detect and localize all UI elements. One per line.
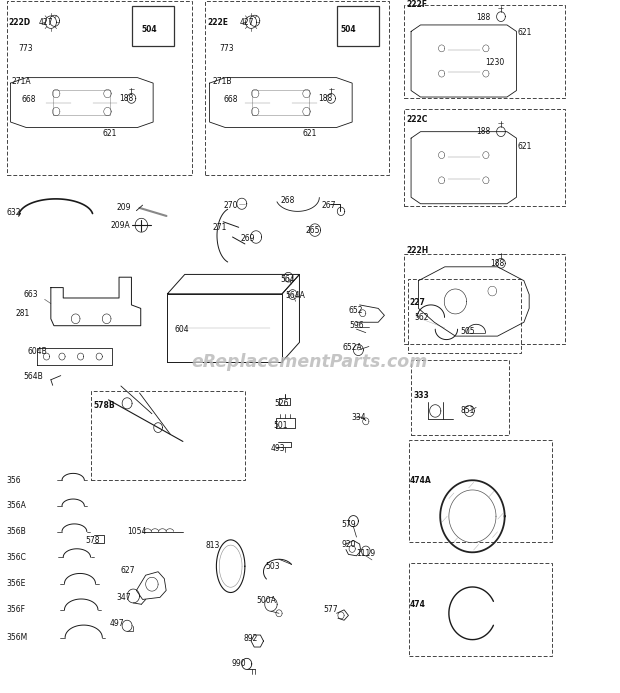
Text: 773: 773: [19, 44, 33, 53]
Text: 188: 188: [490, 259, 504, 267]
Text: 621: 621: [303, 129, 317, 137]
Text: 356F: 356F: [6, 606, 25, 614]
Text: 271: 271: [212, 223, 226, 231]
Text: 497: 497: [110, 620, 125, 628]
Text: 579: 579: [341, 520, 356, 529]
Text: 209A: 209A: [110, 221, 130, 229]
Text: 892: 892: [244, 635, 258, 643]
Text: 503: 503: [265, 562, 280, 570]
Text: 356M: 356M: [6, 633, 27, 642]
Text: 621: 621: [518, 28, 532, 37]
Text: 334: 334: [352, 413, 366, 421]
Text: 222H: 222H: [406, 247, 428, 255]
Text: 356C: 356C: [6, 553, 26, 561]
Text: 222E: 222E: [208, 18, 229, 26]
Text: 222F: 222F: [406, 1, 427, 9]
Text: 621: 621: [102, 129, 117, 137]
Text: 493: 493: [271, 444, 286, 453]
Text: 504: 504: [141, 25, 157, 33]
Text: 356: 356: [6, 476, 21, 484]
Text: 356B: 356B: [6, 527, 26, 536]
Text: 281: 281: [16, 310, 30, 318]
Text: 356A: 356A: [6, 502, 26, 510]
Text: 1054: 1054: [127, 527, 146, 536]
Text: 604B: 604B: [28, 347, 48, 356]
Text: 227: 227: [409, 299, 425, 307]
Text: 562: 562: [414, 313, 428, 322]
Text: 1230: 1230: [485, 58, 505, 67]
Text: 356E: 356E: [6, 579, 25, 588]
Text: 668: 668: [223, 96, 237, 104]
Text: 505: 505: [460, 327, 475, 335]
Text: 920: 920: [341, 540, 355, 548]
Text: 851: 851: [460, 407, 474, 415]
Text: 209: 209: [117, 204, 131, 212]
Text: 813: 813: [206, 541, 220, 550]
Text: 501: 501: [273, 421, 288, 430]
Text: 504: 504: [340, 25, 356, 33]
FancyBboxPatch shape: [337, 6, 379, 46]
Text: 621: 621: [518, 143, 532, 151]
Text: 990: 990: [231, 659, 246, 667]
Text: eReplacementParts.com: eReplacementParts.com: [192, 353, 428, 371]
Text: 663: 663: [24, 290, 38, 299]
Text: 604: 604: [175, 326, 190, 334]
Text: 267: 267: [321, 202, 335, 210]
Text: 577: 577: [324, 606, 339, 614]
Text: 268: 268: [281, 197, 295, 205]
Text: 188: 188: [476, 128, 490, 136]
Text: 578: 578: [86, 536, 100, 545]
Text: 188: 188: [319, 94, 333, 103]
Text: 222D: 222D: [8, 18, 30, 26]
Text: 427: 427: [38, 18, 53, 26]
Text: 652: 652: [348, 306, 363, 315]
Text: 627: 627: [121, 566, 135, 574]
Text: 564A: 564A: [285, 292, 305, 300]
Text: 526: 526: [275, 399, 289, 407]
Text: 773: 773: [219, 44, 234, 53]
Text: 188: 188: [120, 94, 134, 103]
Text: 474: 474: [409, 600, 425, 608]
Text: 500A: 500A: [256, 597, 276, 605]
Text: 564B: 564B: [24, 372, 43, 380]
Text: 578B: 578B: [93, 401, 115, 410]
Text: 427: 427: [240, 18, 254, 26]
Text: 222C: 222C: [406, 115, 427, 123]
Text: 270: 270: [223, 202, 237, 210]
Text: 271A: 271A: [11, 78, 31, 86]
Text: 668: 668: [22, 96, 36, 104]
Text: 333: 333: [414, 391, 429, 399]
Text: 596: 596: [349, 322, 364, 330]
Text: 564: 564: [280, 276, 295, 284]
Text: 632: 632: [6, 209, 20, 217]
Text: 652A: 652A: [343, 343, 363, 351]
Text: 188: 188: [476, 13, 490, 21]
Text: 1119: 1119: [356, 549, 376, 557]
Text: 474A: 474A: [409, 476, 431, 484]
Text: 269: 269: [241, 234, 255, 243]
Text: 347: 347: [116, 593, 131, 602]
Text: 265: 265: [305, 226, 319, 234]
FancyBboxPatch shape: [132, 6, 174, 46]
Text: 271B: 271B: [213, 78, 232, 86]
